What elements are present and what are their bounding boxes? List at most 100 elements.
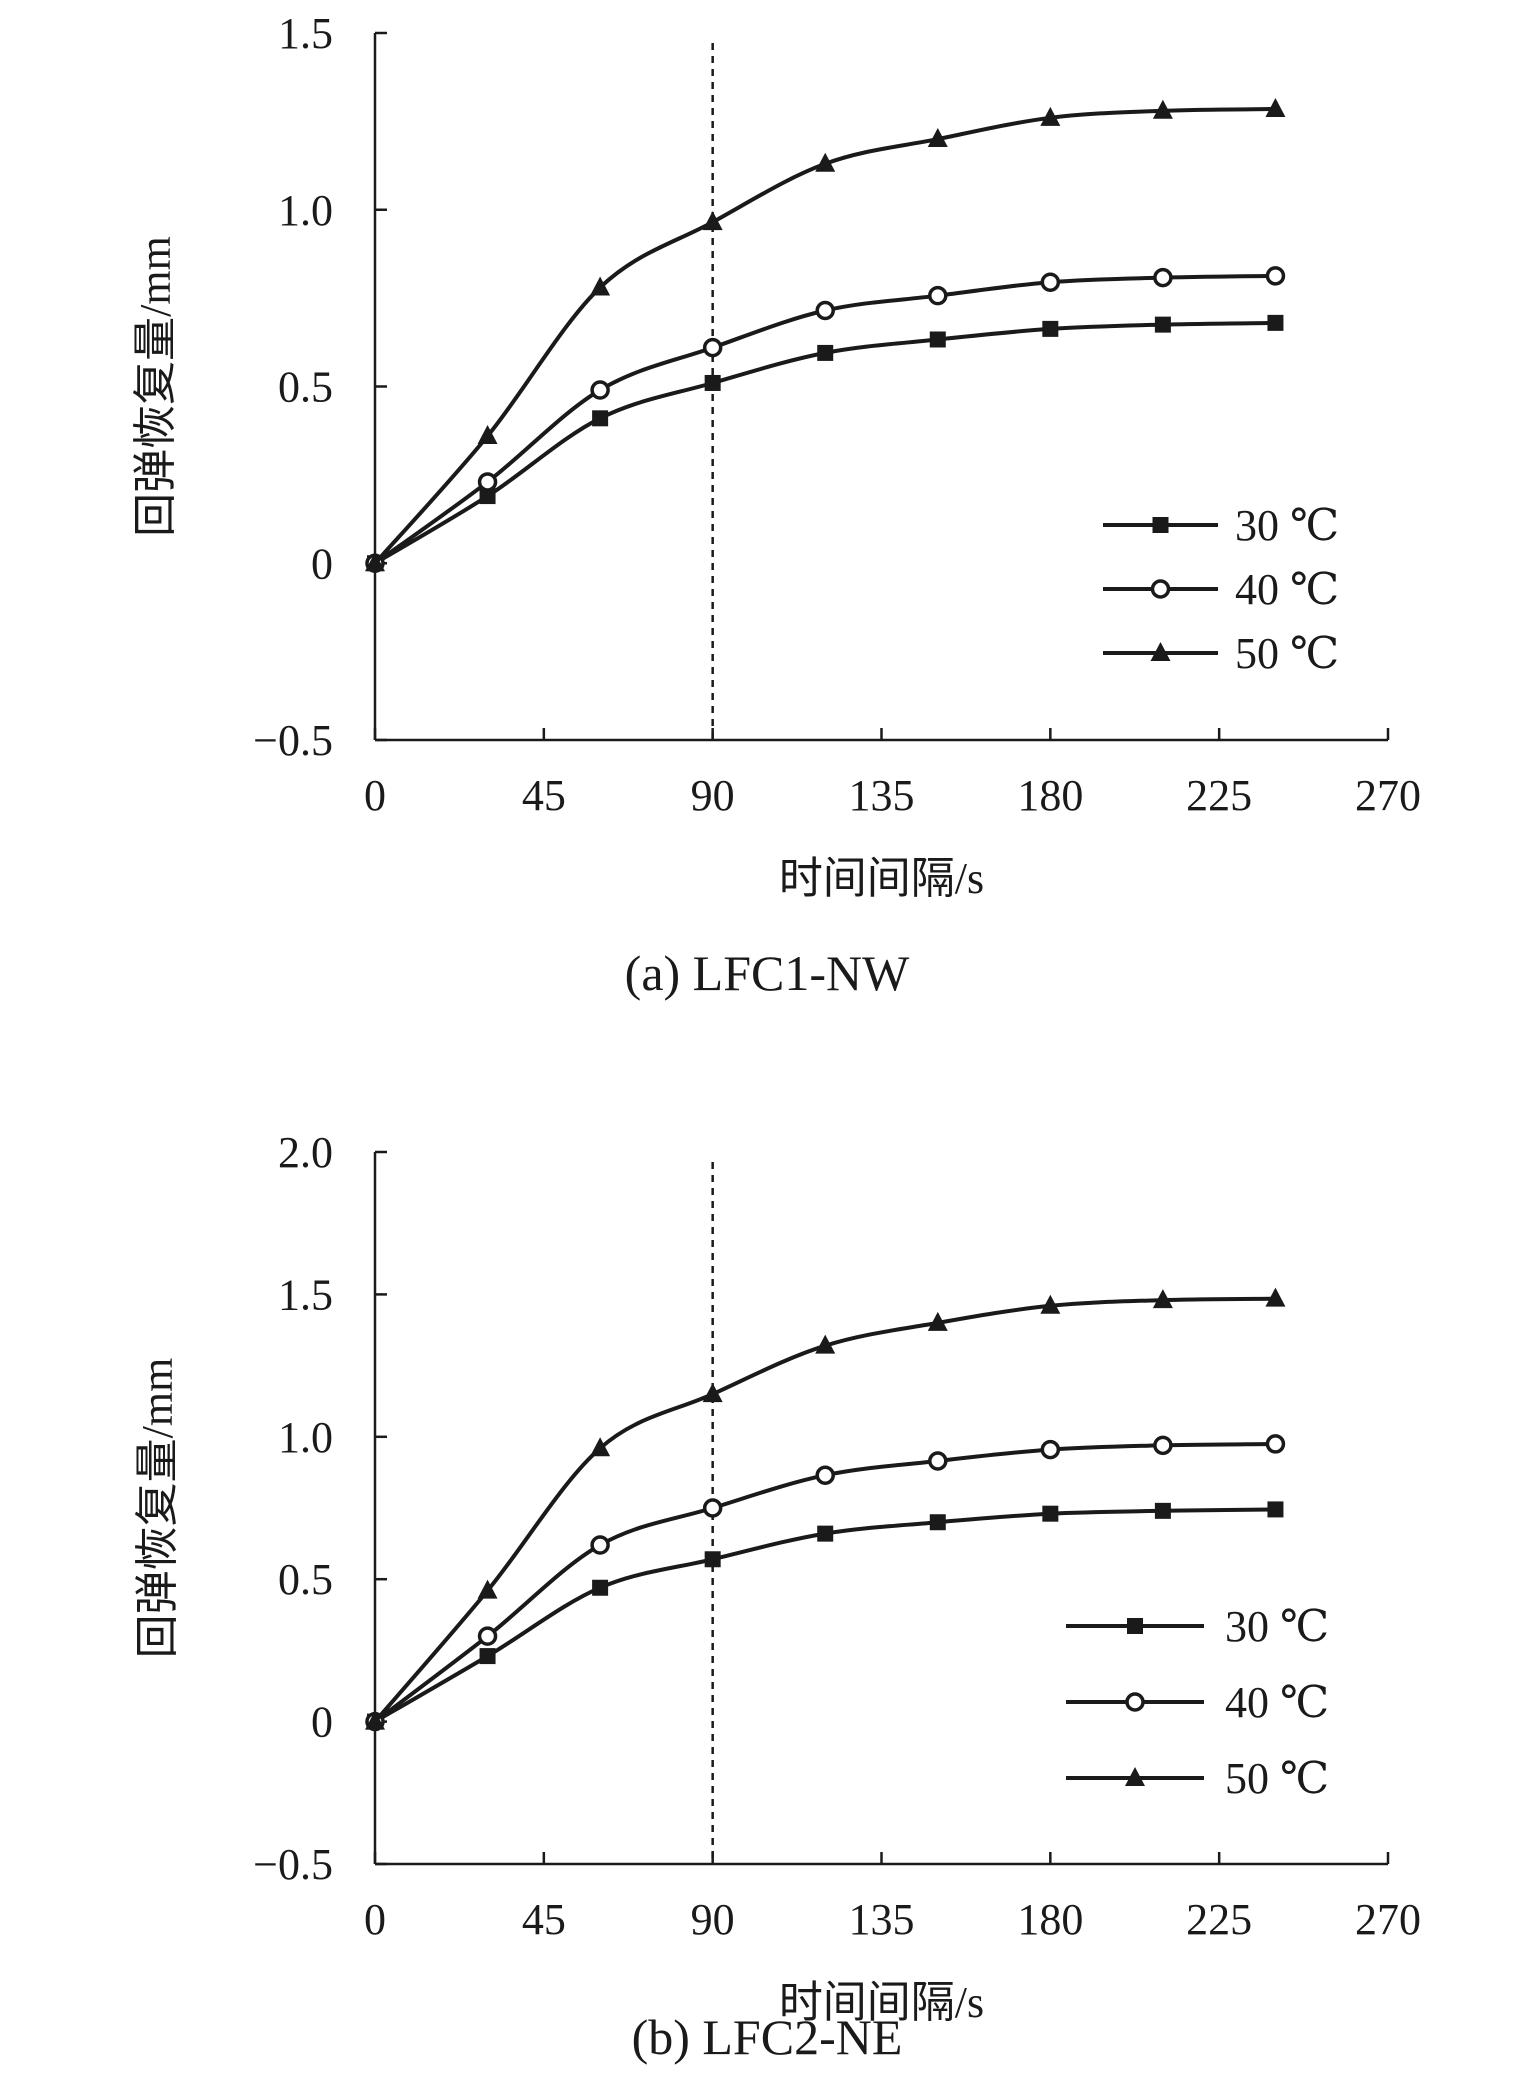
x-tick-label-a: 135 [849, 771, 915, 820]
legend-label-b-2: 50 ℃ [1225, 1754, 1329, 1803]
legend-label-a-0: 30 ℃ [1235, 501, 1339, 550]
data-point-b-1 [928, 1451, 948, 1471]
y-tick-label-b: 2.0 [278, 1128, 333, 1177]
series-b-1 [365, 1434, 1286, 1732]
data-point-b-2 [590, 1437, 611, 1457]
data-point-a-2 [590, 276, 611, 296]
data-point-a-1 [1153, 267, 1173, 288]
series-line-a-1 [373, 273, 1276, 565]
x-tick-label-a: 45 [522, 771, 566, 820]
line-chart-a: −0.5 0 0.5 1.0 1.5 0 45 90 135 180 225 270 时间间隔/s 回弹恢… [131, 9, 1421, 1001]
caption-b: (b) LFC2-NE [632, 2009, 903, 2065]
data-point-a-1 [1265, 266, 1286, 286]
legend-marker-a-2 [1150, 642, 1171, 661]
data-point-a-0 [1154, 316, 1171, 333]
legend-label-a-1: 40 ℃ [1235, 565, 1339, 614]
series-b-2 [365, 1287, 1286, 1730]
legend-label-b-0: 30 ℃ [1225, 1602, 1329, 1651]
y-tick-label-b: 0 [311, 1698, 333, 1747]
x-tick-label-b: 225 [1186, 1895, 1252, 1944]
x-tick-label-a: 225 [1186, 771, 1252, 820]
data-point-a-2 [365, 552, 385, 572]
y-tick-label-b: 0.5 [278, 1555, 333, 1604]
y-tick-label-a: 1.0 [278, 186, 333, 235]
x-tick-label-a: 0 [364, 771, 386, 820]
caption-a: (a) LFC1-NW [625, 945, 910, 1001]
line-chart-b: −0.5 0 0.5 1.0 1.5 2.0 0 45 90 135 180 225 270 时间间隔/s… [133, 1128, 1421, 2065]
data-point-a-0 [1267, 314, 1284, 331]
y-tick-label-b: −0.5 [253, 1840, 333, 1889]
data-point-a-2 [927, 128, 948, 148]
data-point-b-2 [815, 1334, 836, 1354]
x-tick-label-b: 135 [849, 1895, 915, 1944]
data-point-a-2 [1040, 106, 1061, 126]
x-tick-label-b: 90 [691, 1895, 735, 1944]
data-point-a-2 [477, 424, 498, 444]
y-axis-title-a: 回弹恢复量/mm [131, 236, 180, 537]
data-point-b-0 [1267, 1501, 1284, 1518]
series-a-2 [365, 98, 1286, 572]
data-point-a-1 [1040, 272, 1061, 292]
series-line-b-1 [373, 1441, 1276, 1724]
data-point-b-0 [1154, 1502, 1171, 1519]
data-point-b-2 [477, 1579, 498, 1599]
legend-marker-a-1 [1150, 579, 1171, 599]
y-tick-label-a: 0 [311, 539, 333, 588]
x-tick-label-a: 270 [1355, 771, 1421, 820]
data-point-b-2 [1265, 1287, 1286, 1307]
data-point-a-2 [1152, 99, 1173, 119]
x-tick-label-b: 180 [1017, 1895, 1083, 1944]
data-point-b-2 [927, 1311, 948, 1331]
y-tick-label-b: 1.5 [278, 1270, 333, 1319]
x-tick-label-b: 45 [522, 1895, 566, 1944]
data-point-a-0 [929, 331, 946, 348]
x-axis-title-a: 时间间隔/s [779, 854, 984, 903]
data-point-b-0 [1042, 1505, 1059, 1522]
data-point-b-1 [1265, 1434, 1286, 1454]
x-tick-label-a: 180 [1017, 771, 1083, 820]
data-point-a-2 [815, 152, 836, 172]
x-tick-label-b: 270 [1355, 1895, 1421, 1944]
legend-marker-b-2 [1125, 1767, 1145, 1786]
legend-marker-a-0 [1152, 517, 1169, 533]
data-point-a-2 [702, 211, 723, 231]
x-tick-label-a: 90 [691, 771, 735, 820]
series-b-0 [367, 1501, 1284, 1730]
data-point-a-0 [1042, 320, 1059, 337]
data-point-b-1 [702, 1498, 723, 1518]
data-point-a-2 [1265, 98, 1286, 118]
data-point-b-2 [702, 1383, 723, 1403]
data-point-b-2 [365, 1710, 385, 1730]
y-tick-label-a: 0.5 [278, 363, 333, 412]
legend-marker-b-1 [1125, 1692, 1145, 1712]
chart-panel-a: −0.5 0 0.5 1.0 1.5 0 45 90 135 180 225 270 时间间隔/s 回弹恢… [131, 9, 1421, 1001]
data-point-b-0 [704, 1551, 721, 1568]
y-tick-label-a: 1.5 [278, 9, 333, 58]
x-tick-label-b: 0 [364, 1895, 386, 1944]
data-point-a-1 [477, 472, 498, 492]
legend-label-b-1: 40 ℃ [1225, 1678, 1329, 1727]
y-tick-label-b: 1.0 [278, 1413, 333, 1462]
legend-marker-b-0 [1127, 1618, 1143, 1634]
data-point-b-0 [817, 1525, 834, 1542]
data-point-b-1 [1153, 1435, 1173, 1456]
data-point-a-0 [592, 410, 609, 427]
data-point-a-1 [815, 300, 835, 321]
data-point-a-0 [704, 374, 721, 391]
data-point-b-1 [477, 1626, 498, 1646]
data-point-a-1 [702, 337, 723, 358]
data-point-b-1 [1040, 1439, 1061, 1460]
series-line-b-2 [373, 1296, 1276, 1723]
y-axis-title-b: 回弹恢复量/mm [133, 1358, 182, 1659]
data-point-b-0 [592, 1579, 609, 1596]
x-axis-title-b: 时间间隔/s [779, 1978, 984, 2027]
y-tick-label-a: −0.5 [253, 716, 333, 765]
data-point-b-2 [1040, 1294, 1061, 1314]
data-point-b-1 [590, 1535, 610, 1555]
chart-panel-b: −0.5 0 0.5 1.0 1.5 2.0 0 45 90 135 180 225 270 时间间隔/s… [0, 1048, 1535, 2096]
data-point-b-2 [1152, 1289, 1173, 1309]
data-point-a-0 [479, 488, 496, 505]
data-point-a-1 [928, 285, 948, 306]
data-point-b-1 [815, 1465, 835, 1485]
data-point-a-1 [590, 380, 610, 400]
